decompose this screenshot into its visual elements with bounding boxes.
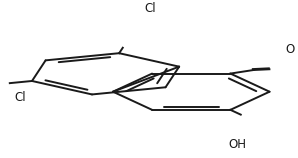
Text: Cl: Cl: [14, 91, 26, 104]
Text: Cl: Cl: [144, 2, 156, 15]
Text: OH: OH: [228, 138, 246, 151]
Text: O: O: [286, 43, 295, 56]
